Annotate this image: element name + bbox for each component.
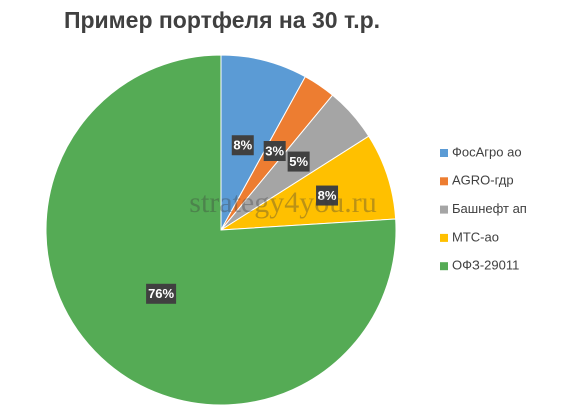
legend-swatch [440,205,448,214]
data-label: 76% [148,286,174,301]
data-label-box [231,135,254,156]
legend-label: ОФЗ-29011 [452,258,519,273]
legend-label: ФосАгро ао [452,144,522,159]
data-label-box [263,141,286,162]
legend-label: Башнефт ап [452,201,527,216]
legend-label: AGRO-гдр [452,173,514,188]
data-label: 8% [233,138,252,153]
data-label-box [287,151,310,172]
watermark: strategy4you.ru [189,186,376,219]
data-label: 5% [289,154,308,169]
legend-swatch [440,177,448,186]
legend-swatch [440,149,448,157]
data-label: 3% [265,143,284,158]
data-label: 8% [318,188,337,203]
data-label-box [316,185,339,206]
pie-slice [45,54,397,406]
legend-label: МТС-ао [452,229,499,244]
legend-swatch [440,233,448,242]
chart-title: Пример портфеля на 30 т.р. [64,7,380,33]
legend-swatch [440,262,448,271]
data-label-box [146,283,177,304]
